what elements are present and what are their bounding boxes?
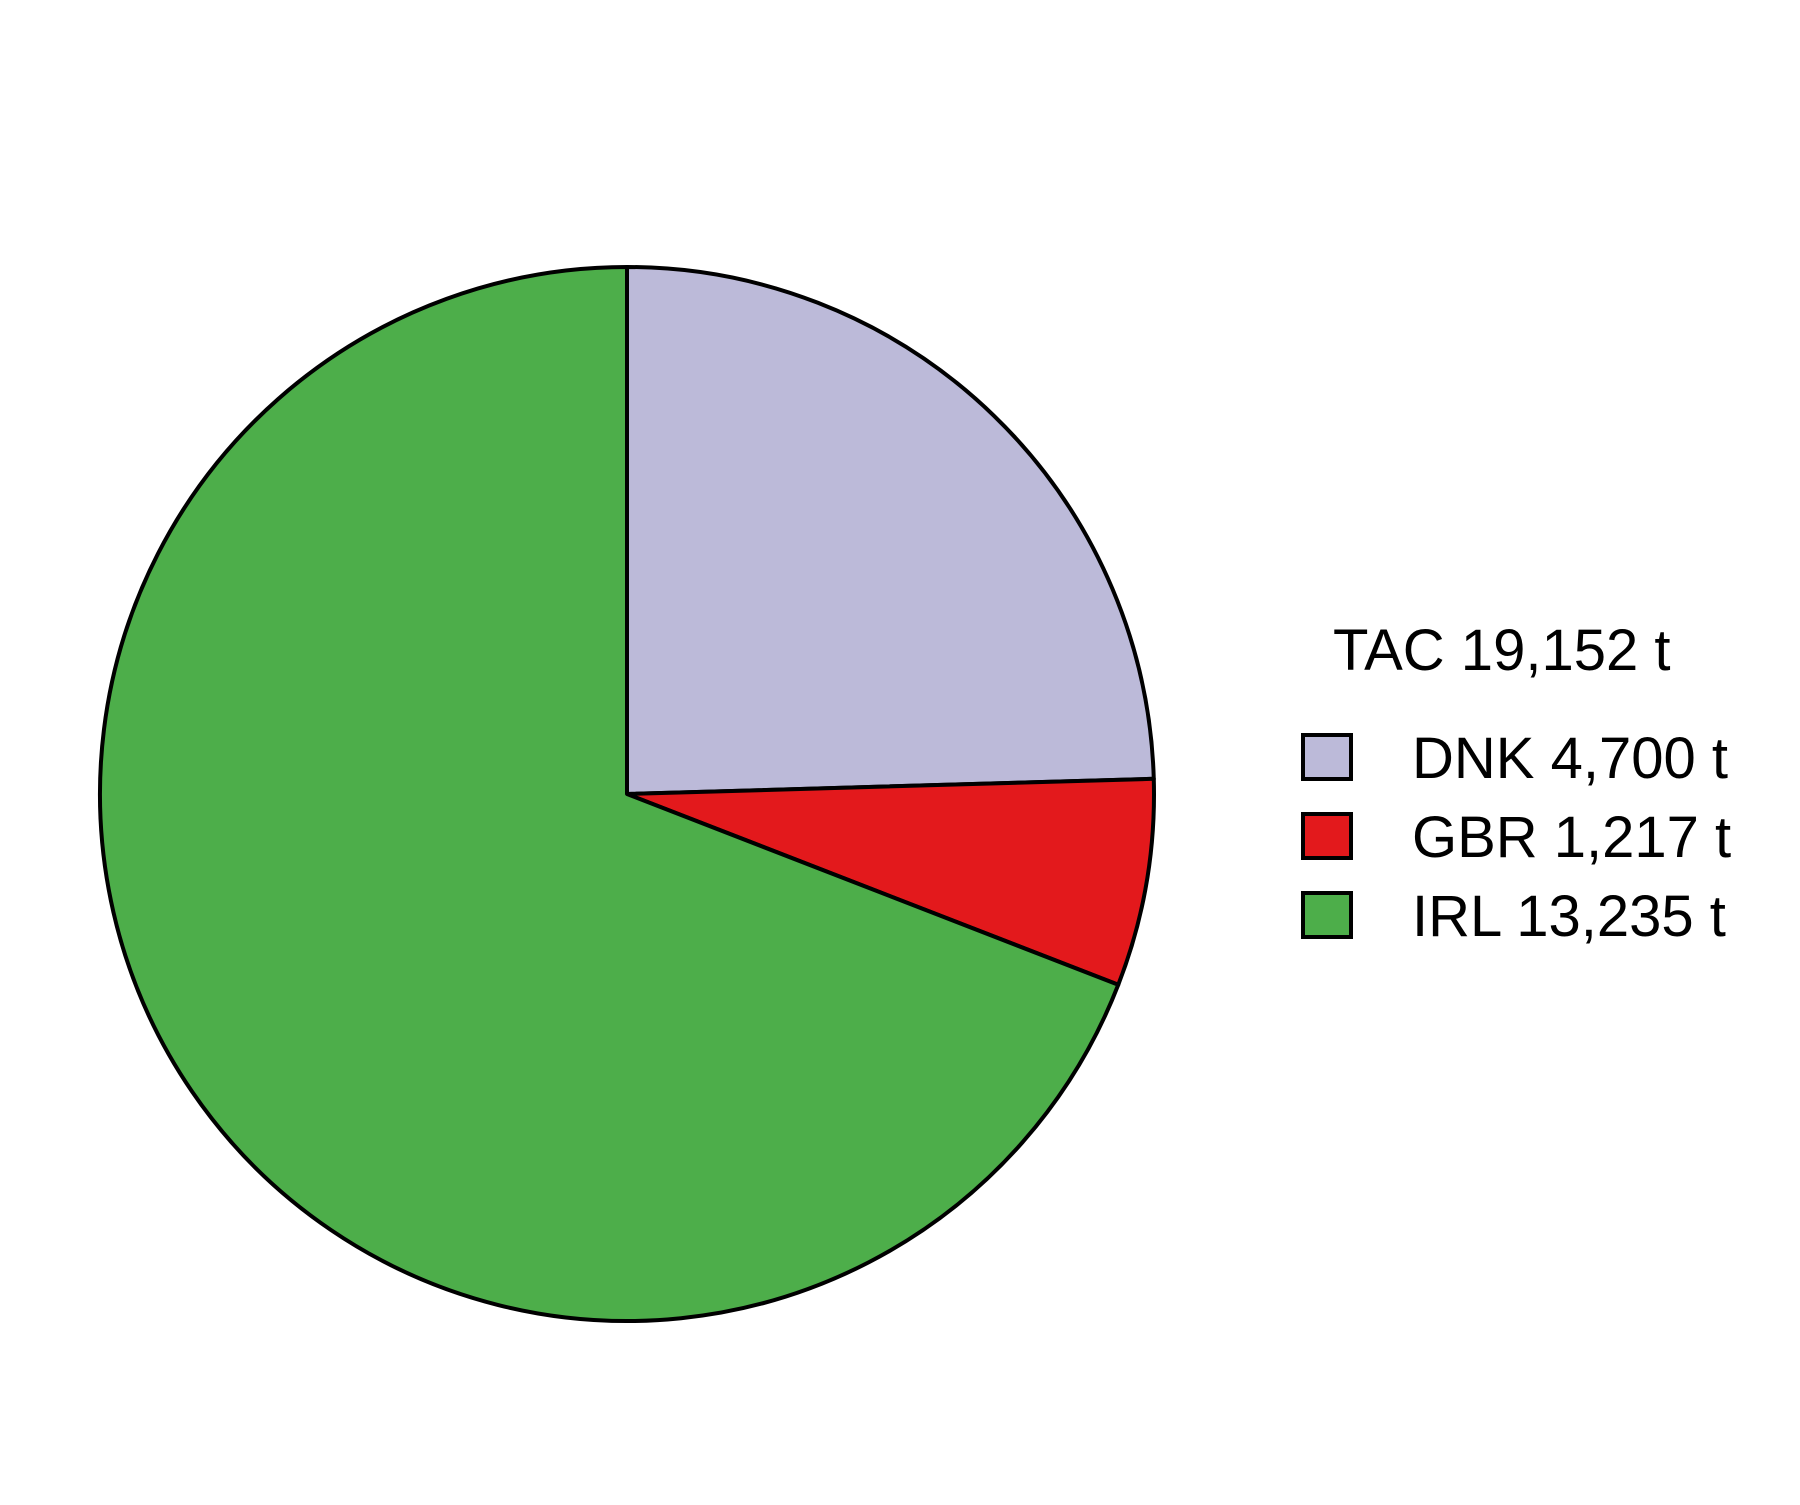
legend-item-dnk: DNK 4,700 t	[1301, 726, 1728, 791]
legend-title: TAC 19,152 t	[1333, 618, 1670, 683]
legend-label-dnk: DNK 4,700 t	[1412, 726, 1728, 791]
legend-item-gbr: GBR 1,217 t	[1301, 805, 1731, 870]
pie-slice-gbr	[625, 776, 1156, 987]
pie-slice-dnk	[625, 265, 1156, 796]
pie-slice-irl	[98, 265, 1121, 1323]
legend-label-gbr: GBR 1,217 t	[1412, 805, 1731, 870]
legend-swatch-gbr	[1301, 812, 1353, 860]
pie-slices	[98, 265, 1156, 1323]
legend-items: DNK 4,700 t GBR 1,217 t IRL 13,235 t	[1301, 726, 1731, 949]
legend: TAC 19,152 t DNK 4,700 t GBR 1,217 t IRL 1…	[1301, 618, 1731, 949]
legend-label-irl: IRL 13,235 t	[1412, 884, 1726, 949]
legend-item-irl: IRL 13,235 t	[1301, 884, 1726, 949]
legend-swatch-dnk	[1301, 733, 1353, 781]
legend-swatch-irl	[1301, 891, 1353, 939]
